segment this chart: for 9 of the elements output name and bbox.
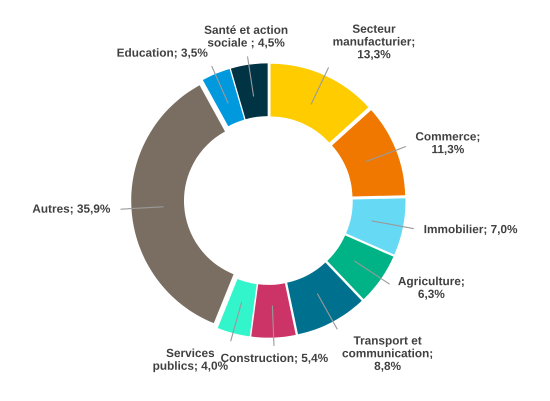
slice-label: Immobilier; 7,0% xyxy=(424,224,518,235)
slice-label: Santé et action sociale ; 4,5% xyxy=(204,25,288,48)
slice-label: Agriculture; 6,3% xyxy=(398,276,464,300)
slice-label: Commerce; 11,3% xyxy=(416,132,480,155)
slice-label: Autres; 35,9% xyxy=(32,204,110,215)
slice-label: Construction; 5,4% xyxy=(221,353,328,364)
slice-label: Secteur manufacturier; 13,3% xyxy=(333,24,414,60)
slice-label: Transport et communication; 8,8% xyxy=(342,336,432,372)
slice-label: Education; 3,5% xyxy=(117,48,208,59)
